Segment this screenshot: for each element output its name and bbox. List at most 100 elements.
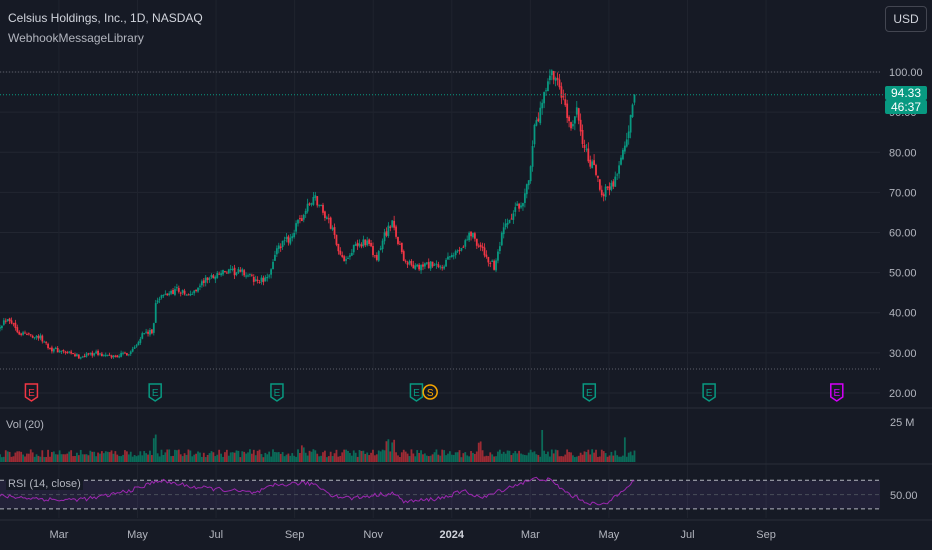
volume-bar	[614, 450, 617, 462]
candle-body	[108, 354, 111, 356]
volume-bar	[564, 454, 567, 462]
volume-bar	[324, 450, 326, 462]
volume-bar	[435, 449, 438, 462]
candle-body	[216, 272, 219, 278]
candle-body	[389, 226, 392, 229]
candle-body	[629, 115, 632, 133]
volume-bar	[543, 450, 546, 462]
candle-body	[29, 334, 32, 336]
volume-bar	[304, 452, 307, 462]
candle-body	[591, 161, 594, 169]
candle-body	[0, 327, 1, 329]
candle-body	[183, 290, 186, 295]
volume-bar	[547, 451, 549, 462]
candle-body	[283, 240, 286, 242]
volume-bar	[341, 452, 344, 462]
candle-body	[79, 357, 82, 359]
candle-body	[137, 342, 140, 346]
price-axis-label: 50.00	[889, 268, 917, 280]
volume-bar	[183, 453, 186, 462]
volume-bar	[385, 441, 388, 462]
candle-body	[322, 204, 324, 213]
candle-body	[575, 107, 578, 115]
candle-body	[370, 242, 372, 247]
volume-bar	[18, 451, 21, 462]
candle-body	[287, 236, 290, 243]
candle-body	[464, 240, 467, 247]
candle-body	[504, 223, 507, 228]
volume-bar	[512, 453, 515, 462]
candle-body	[310, 203, 313, 205]
volume-bars	[0, 429, 636, 462]
candle-body	[612, 181, 615, 187]
candle-body	[189, 294, 192, 296]
volume-bar	[497, 451, 499, 462]
volume-bar	[51, 452, 53, 462]
candle-body	[452, 255, 455, 257]
volume-bar	[164, 452, 167, 462]
candle-body	[600, 189, 603, 196]
candle-body	[602, 194, 605, 197]
candle-body	[225, 272, 228, 274]
candle-body	[529, 166, 532, 182]
volume-bar	[575, 456, 578, 462]
volume-bar	[60, 454, 63, 462]
volume-bar	[208, 453, 211, 462]
rsi-pane-label[interactable]: RSI (14, close)	[6, 478, 83, 490]
candle-body	[408, 261, 411, 264]
candle-body	[85, 353, 88, 357]
volume-bar	[447, 453, 449, 462]
candle-body	[450, 254, 453, 258]
volume-bar	[479, 441, 482, 462]
volume-bar	[358, 449, 361, 462]
candle-body	[418, 264, 421, 270]
volume-bar	[356, 456, 359, 462]
candle-body	[597, 175, 599, 178]
volume-bar	[620, 456, 622, 462]
candle-body	[404, 260, 407, 262]
volume-bar	[56, 454, 59, 462]
candle-body	[566, 103, 569, 118]
candle-body	[329, 217, 332, 229]
volume-bar	[370, 452, 372, 462]
rsi-pane	[0, 476, 880, 510]
time-axis-label: May	[127, 529, 148, 541]
candle-body	[56, 348, 59, 353]
volume-bar	[95, 456, 98, 462]
indicator-label[interactable]: WebhookMessageLibrary	[8, 31, 144, 45]
volume-bar	[199, 452, 201, 462]
symbol-title[interactable]: Celsius Holdings, Inc., 1D, NASDAQ	[8, 11, 203, 25]
candle-body	[422, 264, 424, 267]
candle-body	[579, 119, 582, 132]
candle-body	[470, 231, 472, 237]
candle-body	[622, 149, 624, 160]
volume-bar	[275, 452, 278, 462]
candle-body	[435, 263, 438, 265]
candle-body	[272, 261, 274, 270]
volume-bar	[76, 452, 78, 462]
candle-body	[379, 248, 382, 250]
candle-body	[573, 116, 576, 124]
candle-body	[97, 350, 99, 355]
volume-bar	[214, 456, 217, 462]
volume-bar	[37, 455, 40, 462]
candle-body	[293, 232, 296, 237]
volume-bar	[58, 450, 61, 462]
volume-bar	[129, 451, 132, 462]
volume-bar	[175, 450, 178, 462]
volume-pane-label[interactable]: Vol (20)	[6, 419, 44, 431]
candle-body	[147, 331, 149, 334]
candle-body	[177, 287, 180, 292]
candle-body	[631, 104, 634, 117]
candle-body	[243, 270, 246, 276]
candle-body	[616, 174, 619, 176]
candle-body	[475, 238, 478, 246]
volume-bar	[595, 449, 597, 462]
candle-body	[250, 274, 253, 276]
candle-body	[349, 255, 351, 257]
currency-button[interactable]: USD	[885, 6, 927, 32]
volume-bar	[4, 450, 7, 462]
volume-bar	[583, 451, 586, 462]
candle-body	[93, 353, 96, 356]
candle-body	[535, 120, 538, 126]
